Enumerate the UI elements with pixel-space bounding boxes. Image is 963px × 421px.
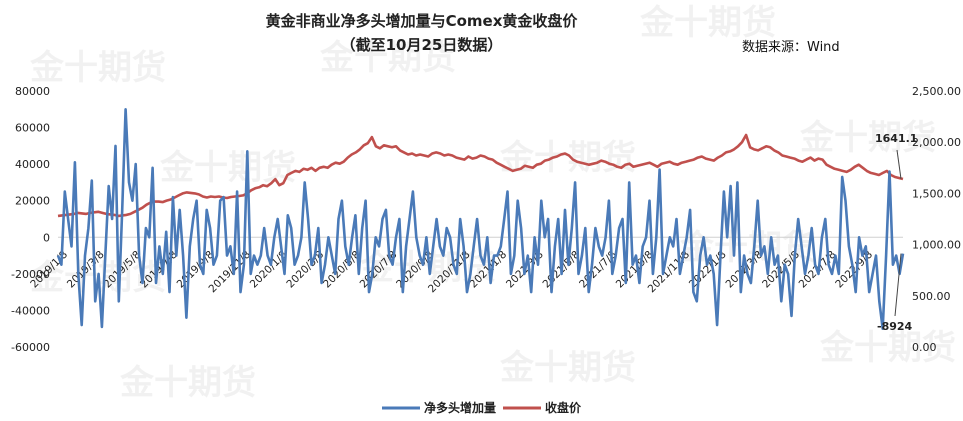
chart-subtitle: （截至10月25日数据） — [340, 36, 503, 54]
watermark: 金十期货 — [820, 328, 956, 368]
legend-label-price: 收盘价 — [545, 400, 582, 415]
watermark: 金十期货 — [30, 48, 166, 88]
watermark: 金十期货 — [500, 138, 636, 178]
series-line-net-long-change — [56, 108, 905, 331]
y-left-tick-label: 60000 — [15, 122, 50, 135]
y-right-tick-label: 2,000.00 — [912, 136, 961, 149]
y-right-tick-label: 0.00 — [912, 341, 937, 354]
legend-label-net: 净多头增加量 — [424, 400, 496, 415]
last-net-label: -8924 — [877, 320, 913, 333]
y-left-tick-label: 40000 — [15, 158, 50, 171]
watermark: 金十期货 — [800, 118, 936, 158]
y-right-tick-label: 1,000.00 — [912, 239, 961, 252]
chart-title: 黄金非商业净多头增加量与Comex黄金收盘价 — [265, 12, 578, 30]
data-source-note: 数据来源：Wind — [742, 40, 840, 55]
y-left-tick-label: -60000 — [11, 341, 50, 354]
watermark: 金十期货 — [320, 38, 456, 78]
y-right-tick-label: 2,500.00 — [912, 85, 961, 98]
y-left-tick-label: 0 — [43, 231, 50, 244]
y-left-tick-label: -20000 — [11, 268, 50, 281]
x-tick-label: 2019/5/8 — [101, 249, 143, 291]
y-right-tick-label: 1,500.00 — [912, 187, 961, 200]
last-price-label: 1641.1 — [875, 132, 917, 145]
watermark: 金十期货 — [640, 3, 776, 43]
y-left-tick-label: 80000 — [15, 85, 50, 98]
last-net-leader-line — [894, 253, 902, 317]
y-left-tick-label: 20000 — [15, 195, 50, 208]
watermark: 金十期货 — [500, 348, 636, 388]
last-price-leader-line — [896, 149, 902, 180]
series-line-close-price — [57, 133, 904, 218]
y-left-tick-label: -40000 — [11, 304, 50, 317]
y-right-tick-label: 500.00 — [912, 290, 951, 303]
watermark: 金十期货 — [120, 363, 256, 403]
